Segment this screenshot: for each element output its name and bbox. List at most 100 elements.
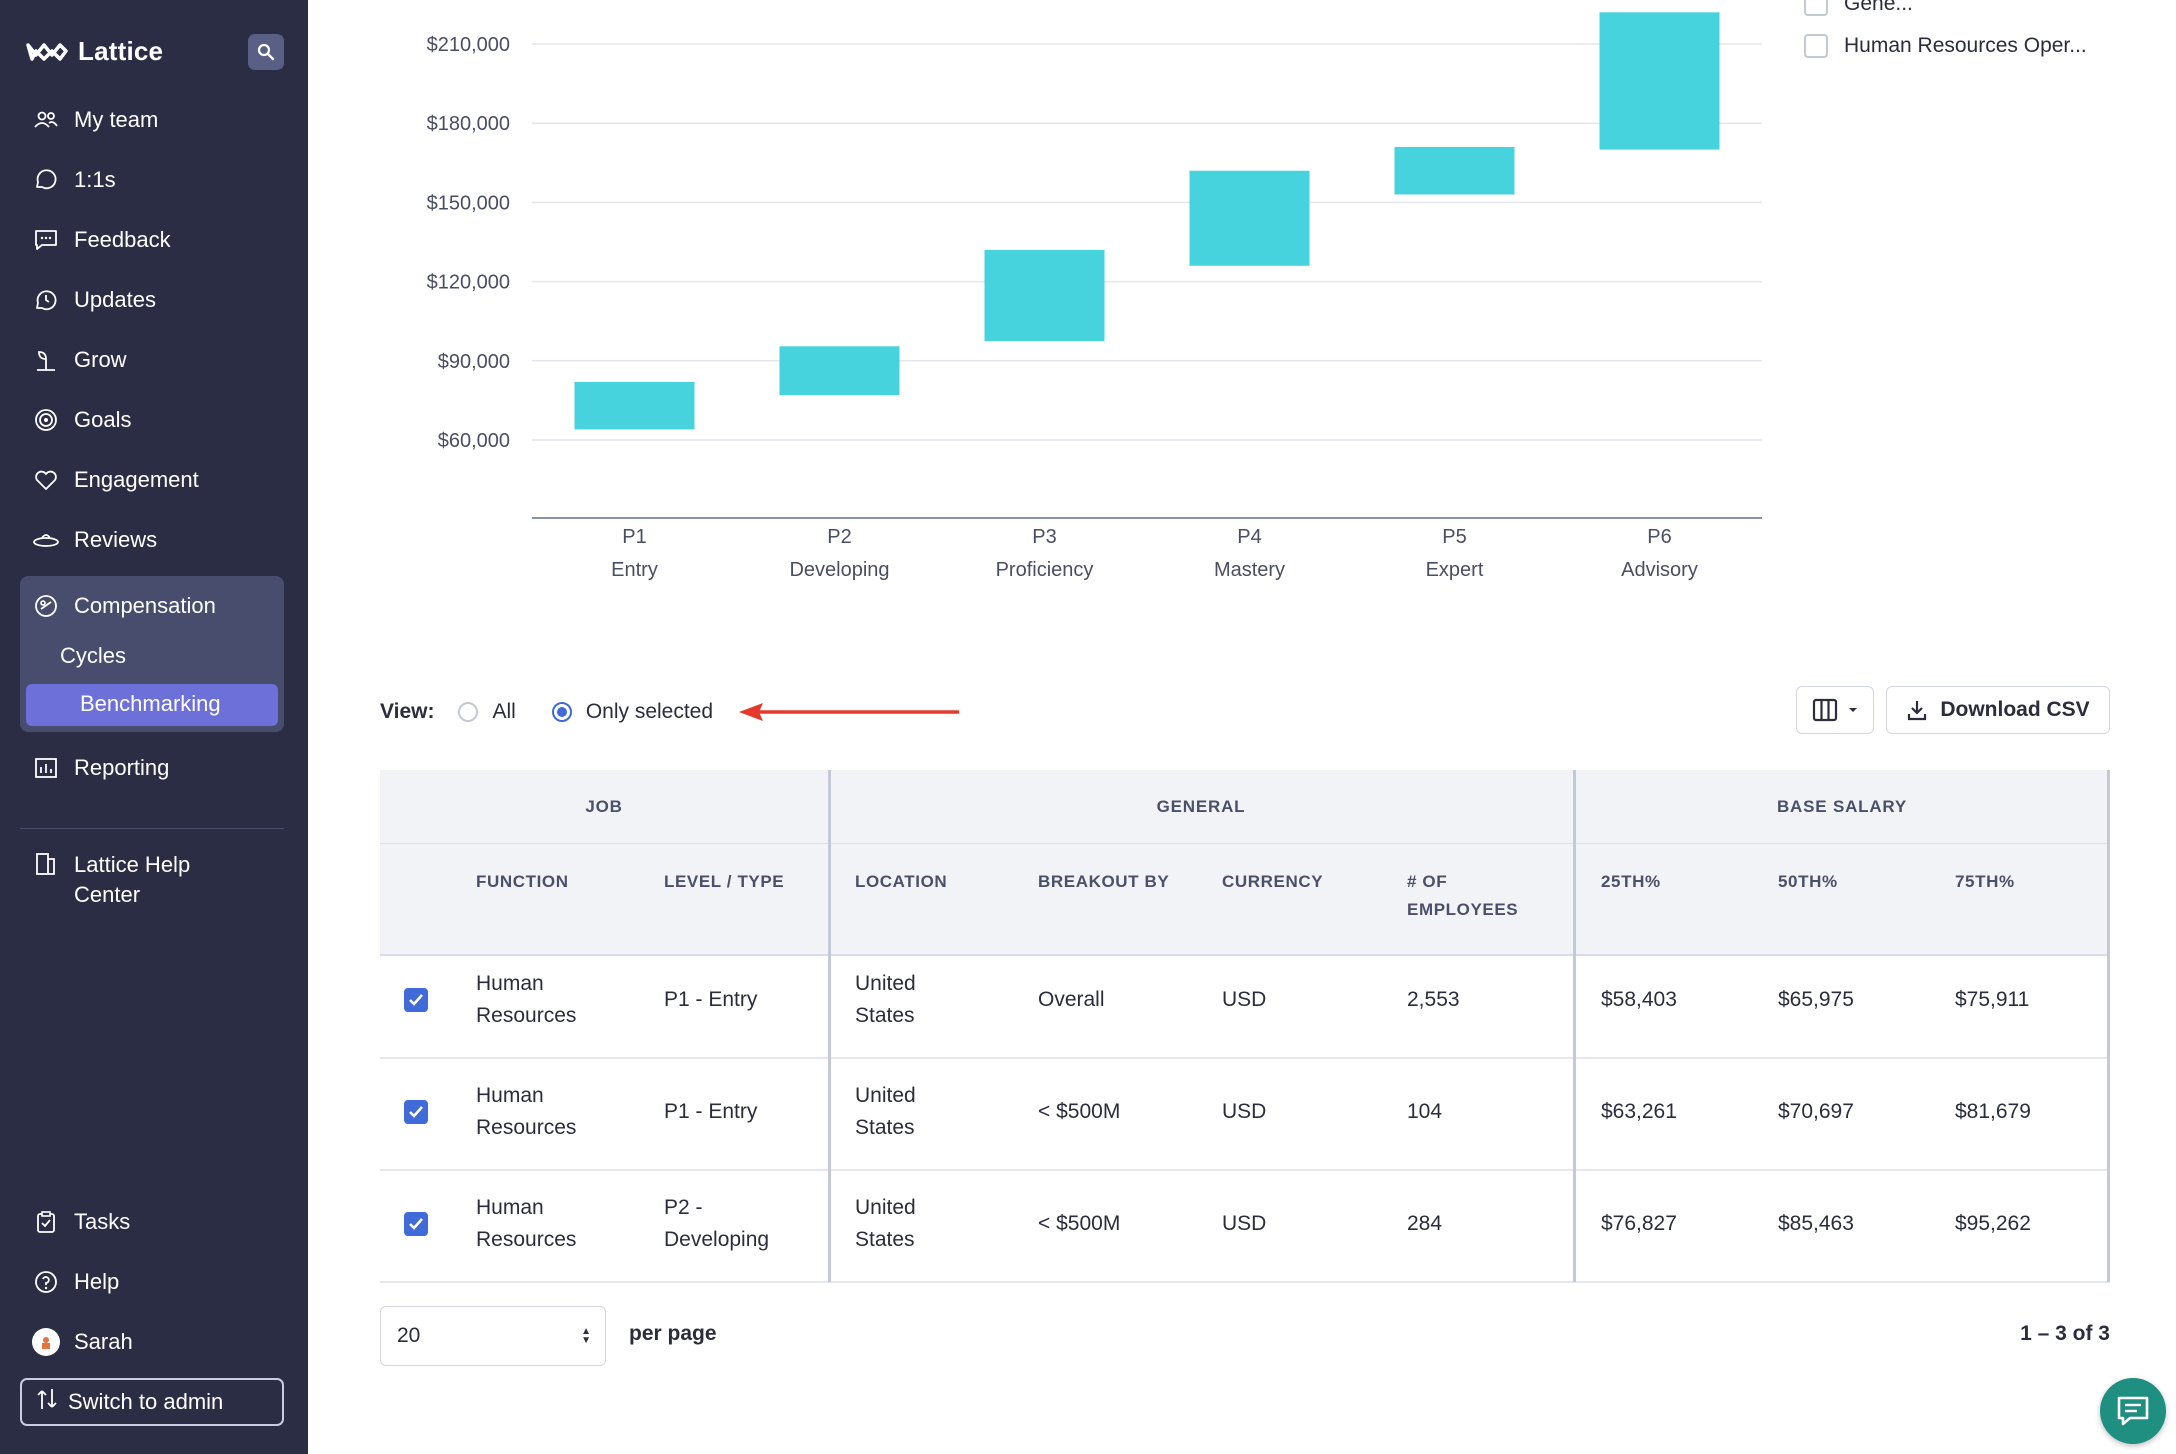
nav-reporting[interactable]: Reporting (32, 751, 169, 785)
row-checkbox[interactable] (404, 988, 428, 1012)
nav-label: 1:1s (74, 167, 116, 192)
y-tick-label: $210,000 (427, 34, 510, 56)
cell-50th: $70,697 (1778, 1100, 1854, 1123)
x-tick-label: P4 (1237, 526, 1261, 548)
cell-25th: $58,403 (1601, 988, 1677, 1011)
chevron-down-icon (1849, 708, 1857, 712)
divider (380, 954, 2110, 956)
search-button[interactable] (248, 34, 284, 70)
cell-location: United (855, 1196, 916, 1219)
download-label: Download CSV (1940, 698, 2090, 721)
col-function[interactable]: Function (476, 872, 569, 891)
radio-all[interactable] (458, 702, 479, 722)
row-checkbox[interactable] (404, 1100, 428, 1124)
nav-benchmarking-active[interactable] (26, 684, 278, 726)
divider (380, 1169, 2110, 1171)
nav-label: Compensation (74, 593, 216, 618)
nav-user[interactable]: Sarah (32, 1325, 133, 1359)
nav-tasks[interactable]: Tasks (32, 1205, 130, 1239)
legend-label: Human Resources Oper... (1844, 34, 2087, 57)
nav-updates[interactable]: Updates (32, 283, 156, 317)
view-all-option[interactable]: All (458, 700, 516, 724)
group-header-job: JOB (380, 770, 828, 844)
group-separator (1573, 770, 1576, 1282)
y-tick-label: $60,000 (438, 430, 510, 452)
bar-p1 (574, 381, 695, 430)
cell-currency: USD (1222, 988, 1267, 1011)
col-employees-line1[interactable]: # of (1407, 872, 1448, 891)
col-50th[interactable]: 50th% (1778, 872, 1838, 891)
row-checkbox[interactable] (404, 1212, 428, 1236)
lattice-logo[interactable]: Lattice (26, 36, 163, 67)
radio-label: Only selected (585, 700, 714, 723)
nav-compensation[interactable]: Compensation (32, 589, 216, 623)
col-breakout-by[interactable]: Breakout by (1038, 872, 1170, 891)
x-tick-sublabel: Proficiency (996, 559, 1094, 581)
legend-checkbox[interactable] (1804, 0, 1828, 16)
per-page-label: per page (629, 1322, 717, 1345)
column-header-row: Function Level / Type Location Breakout … (380, 844, 2110, 954)
per-page-select[interactable]: 20 ▲ ▼ (380, 1306, 606, 1366)
nav-cycles[interactable]: Cycles (60, 643, 127, 668)
bar-p6 (1599, 12, 1720, 150)
nav-reviews[interactable]: Reviews (32, 523, 157, 557)
cell-75th: $75,911 (1955, 988, 2030, 1011)
cell-function: Human (476, 1084, 544, 1107)
reviews-icon (32, 526, 60, 554)
legend-item[interactable]: Human Resources Oper... (1804, 34, 2087, 58)
nav-label: Grow (74, 347, 127, 372)
cell-function: Resources (476, 1004, 577, 1027)
cell-location: States (855, 1116, 915, 1139)
nav-label: Goals (74, 407, 132, 432)
nav-label: Lattice Help Center (74, 852, 191, 907)
cell-breakout: Overall (1038, 988, 1105, 1011)
select-arrows-icon: ▲ ▼ (581, 1326, 591, 1346)
switch-icon (36, 1387, 58, 1417)
chat-support-button[interactable] (2100, 1378, 2166, 1444)
bar-chart-icon (32, 754, 60, 782)
nav-feedback[interactable]: Feedback (32, 223, 171, 257)
nav-label: Updates (74, 287, 156, 312)
view-label: View: (380, 700, 435, 723)
col-25th[interactable]: 25th% (1601, 872, 1661, 891)
nav-engagement[interactable]: Engagement (32, 463, 199, 497)
col-75th[interactable]: 75th% (1955, 872, 2015, 891)
nav-grow[interactable]: Grow (32, 343, 127, 377)
nav-help[interactable]: Help (32, 1265, 119, 1299)
nav-one-on-ones[interactable]: 1:1s (32, 163, 116, 197)
cell-employees: 284 (1407, 1212, 1443, 1235)
cell-level: P1 - Entry (664, 988, 758, 1011)
x-tick-label: P5 (1442, 526, 1466, 548)
group-header-base-salary: BASE SALARY (1574, 770, 2110, 844)
plant-icon (32, 346, 60, 374)
legend-checkbox[interactable] (1804, 34, 1828, 58)
col-location[interactable]: Location (855, 872, 948, 891)
nav-my-team[interactable]: My team (32, 103, 158, 137)
book-icon (32, 850, 60, 878)
nav-help-center[interactable]: Lattice Help Center (32, 850, 224, 910)
nav-benchmarking[interactable]: Benchmarking (80, 691, 221, 716)
nav-label: Engagement (74, 467, 199, 492)
target-icon (32, 406, 60, 434)
cell-function: Resources (476, 1116, 577, 1139)
switch-to-admin-button[interactable]: Switch to admin (20, 1378, 284, 1426)
cell-level: P1 - Entry (664, 1100, 758, 1123)
cell-50th: $85,463 (1778, 1212, 1854, 1235)
cell-level: P2 - (664, 1196, 703, 1219)
col-level-type[interactable]: Level / Type (664, 872, 785, 891)
col-currency[interactable]: Currency (1222, 872, 1324, 891)
legend-item[interactable]: Gene... (1804, 0, 1913, 16)
col-employees-line2[interactable]: employees (1407, 900, 1519, 919)
x-tick-sublabel: Advisory (1621, 559, 1698, 581)
chat-icon (2117, 1396, 2149, 1426)
heart-icon (32, 466, 60, 494)
group-separator (828, 770, 831, 1282)
view-only-selected-option[interactable]: Only selected (551, 700, 714, 724)
cell-75th: $81,679 (1955, 1100, 2031, 1123)
nav-goals[interactable]: Goals (32, 403, 131, 437)
radio-only-selected[interactable] (551, 702, 572, 722)
download-csv-button[interactable]: Download CSV (1886, 686, 2110, 734)
columns-toggle-button[interactable] (1796, 686, 1874, 734)
divider (380, 1281, 2110, 1283)
cell-25th: $63,261 (1601, 1100, 1677, 1123)
